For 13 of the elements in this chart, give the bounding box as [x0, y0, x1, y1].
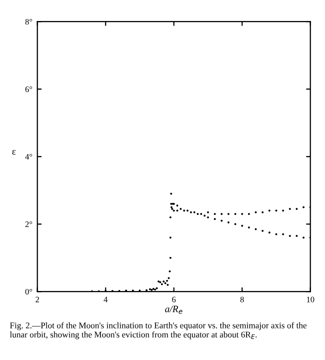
y-tick-label: 0°: [25, 288, 32, 295]
x-tick-label: 6: [172, 296, 176, 302]
y-tick-label: 2°: [25, 221, 32, 227]
y-tick-label: 6°: [25, 86, 32, 92]
x-tick-label: 10: [306, 296, 314, 302]
x-axis-title: a/R$_{e}$: [165, 306, 182, 314]
y-tick-label: 8°: [25, 18, 32, 25]
x-tick-label: 2: [36, 296, 39, 302]
caption: Fig. 2.—Plot of the Moon's inclination to Earth's equator vs. the semimajor axis of the lunar orbit, showing the Moon's eviction from the equator at about 6R$_{E}$.: [10, 322, 306, 340]
y-tick-label: 4°: [25, 154, 32, 160]
x-tick-label: 8: [240, 296, 244, 302]
x-tick-label: 4: [104, 296, 108, 302]
y-axis-title: ε: [12, 150, 16, 155]
